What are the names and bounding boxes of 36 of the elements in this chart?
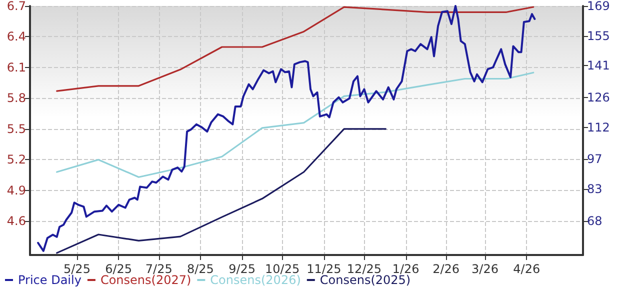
y-tick-label: 6.1 xyxy=(6,60,26,74)
x-tick-label: 9/25 xyxy=(228,262,256,276)
line-series xyxy=(56,6,534,92)
x-tick-label: 1/26 xyxy=(392,262,420,276)
x-tick-label: 6/25 xyxy=(105,262,132,276)
line-series xyxy=(56,72,534,178)
y2-tick-label: 97 xyxy=(587,152,602,166)
legend-label: Price Daily xyxy=(18,273,82,287)
y-tick-label: 5.2 xyxy=(6,152,26,167)
y-tick-label: 5.5 xyxy=(6,122,26,136)
x-tick-label: 4/26 xyxy=(513,262,540,276)
x-tick-label: 10/25 xyxy=(265,262,300,276)
x-tick-label: 7/25 xyxy=(145,262,172,276)
y2-tick-label: 169 xyxy=(587,0,610,13)
x-tick-label: 2/26 xyxy=(432,262,460,276)
y2-tick-label: 155 xyxy=(587,28,610,43)
y2-tick-label: 112 xyxy=(587,120,610,134)
x-tick-label: 11/25 xyxy=(306,262,342,276)
x-tick-label: 12/25 xyxy=(346,262,382,276)
y2-tick-label: 68 xyxy=(587,214,602,228)
y-tick-label: 4.9 xyxy=(6,183,26,198)
x-tick-label: 5/25 xyxy=(64,262,90,276)
y2-tick-label: 83 xyxy=(587,182,602,196)
legend-label: Consens(2026) xyxy=(210,273,301,287)
y-tick-label: 6.7 xyxy=(6,0,26,13)
y-tick-label: 4.6 xyxy=(6,214,26,228)
y-tick-label: 5.8 xyxy=(6,91,26,106)
x-tick-label: 8/25 xyxy=(186,262,214,276)
x-tick-label: 3/26 xyxy=(472,262,498,276)
y-tick-label: 6.4 xyxy=(6,30,26,44)
line-series xyxy=(37,5,536,252)
legend-label: Consens(2027) xyxy=(100,273,192,287)
line-series xyxy=(56,128,386,254)
y2-tick-label: 141 xyxy=(587,58,610,73)
legend-label: Consens(2025) xyxy=(320,273,411,287)
y2-tick-label: 126 xyxy=(587,90,610,105)
